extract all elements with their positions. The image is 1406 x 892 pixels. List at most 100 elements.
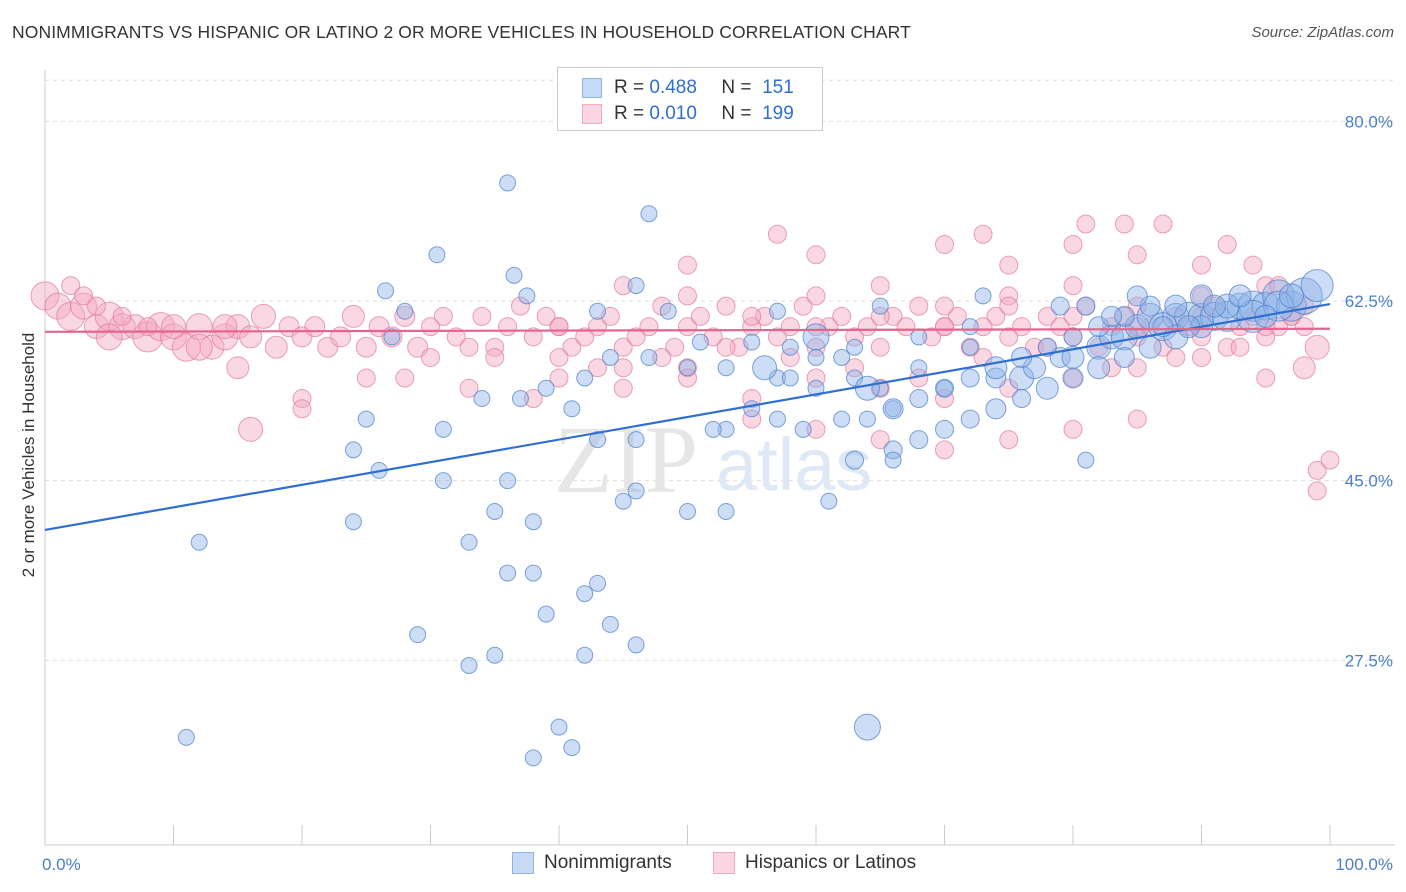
- hispanics-point: [212, 314, 238, 340]
- legend-label-hispanics: Hispanics or Latinos: [745, 852, 917, 873]
- legend-n-label: N =: [721, 103, 752, 124]
- hispanics-point: [678, 255, 697, 275]
- axes: [44, 70, 1395, 846]
- hispanics-point: [112, 306, 132, 326]
- legend-n-value: 199: [762, 103, 794, 124]
- nonimmigrants-point: [961, 318, 979, 336]
- hispanics-point: [161, 314, 186, 340]
- hispanics-point: [472, 306, 492, 326]
- nonimmigrants-point: [833, 410, 851, 428]
- hispanics-point: [523, 389, 543, 409]
- hispanics-point: [74, 286, 94, 306]
- hispanics-point: [1217, 235, 1237, 255]
- nonimmigrants-point: [717, 502, 735, 520]
- nonimmigrants-trend-line: [44, 302, 1331, 532]
- legend-r-value: 0.010: [649, 103, 697, 124]
- nonimmigrants-point: [383, 328, 401, 346]
- x-tick-label-end: 100.0%: [1335, 855, 1393, 874]
- hispanics-point: [562, 337, 582, 357]
- nonimmigrants-point: [505, 266, 523, 284]
- hispanics-point: [1063, 276, 1083, 296]
- hispanics-point: [1127, 245, 1147, 265]
- hispanics-point: [1127, 409, 1147, 429]
- hispanics-point: [225, 314, 251, 340]
- hispanics-point: [973, 317, 993, 337]
- nonimmigrants-point: [428, 246, 446, 264]
- nonimmigrants-point: [499, 174, 517, 192]
- hispanics-point: [1192, 255, 1211, 275]
- nonimmigrants-point: [589, 431, 607, 449]
- nonimmigrants-point: [985, 398, 1007, 420]
- hispanics-point: [742, 306, 762, 326]
- hispanics-point: [780, 347, 800, 367]
- hispanics-point: [433, 306, 453, 326]
- nonimmigrants-point: [984, 356, 1008, 380]
- hispanics-point: [1063, 235, 1083, 255]
- nonimmigrants-point: [858, 410, 876, 428]
- hispanics-point: [780, 317, 800, 337]
- nonimmigrants-point: [936, 379, 953, 397]
- nonimmigrants-point: [576, 369, 594, 387]
- hispanics-point: [613, 378, 633, 398]
- hispanics-point: [1012, 317, 1032, 337]
- nonimmigrants-point: [640, 348, 658, 366]
- nonimmigrants-point: [768, 410, 786, 428]
- hispanics-point: [1294, 317, 1314, 337]
- hispanics-point: [716, 337, 736, 357]
- nonimmigrants-point: [1236, 299, 1270, 333]
- hispanics-point: [510, 296, 530, 316]
- hispanics-point: [292, 389, 312, 409]
- hispanics-point: [870, 306, 890, 326]
- nonimmigrants-point: [768, 302, 786, 320]
- hispanics-point: [459, 337, 479, 357]
- nonimmigrants-point: [960, 409, 980, 429]
- legend-n-label: N =: [721, 77, 752, 98]
- correlation-legend: R = 0.488 N = 151 R = 0.010 N = 199: [557, 67, 823, 131]
- hispanics-point: [446, 327, 466, 347]
- nonimmigrants-point: [935, 378, 954, 398]
- nonimmigrants-point: [576, 585, 594, 603]
- nonimmigrants-point: [1063, 327, 1083, 347]
- hispanics-point: [678, 358, 697, 378]
- nonimmigrants-point: [1050, 296, 1070, 316]
- hispanics-point: [1307, 481, 1327, 501]
- hispanics-point: [1063, 368, 1083, 388]
- nonimmigrants-point: [691, 333, 709, 351]
- hispanics-point: [1192, 347, 1211, 367]
- nonimmigrants-point: [563, 739, 581, 757]
- hispanics-point: [1153, 214, 1173, 234]
- nonimmigrants-point: [1077, 451, 1095, 469]
- hispanics-point: [806, 286, 826, 306]
- hispanics-point: [1269, 276, 1289, 296]
- series-legend: Nonimmigrants Hispanics or Latinos: [0, 852, 1406, 878]
- trend-lines: [44, 302, 1331, 532]
- nonimmigrants-point: [627, 636, 645, 654]
- nonimmigrants-point: [871, 297, 889, 315]
- hispanics-point: [999, 327, 1019, 347]
- hispanics-point: [742, 389, 762, 409]
- y-tick-label: 45.0%: [1345, 472, 1393, 491]
- nonimmigrants-point: [486, 502, 504, 520]
- hispanics-point: [138, 317, 158, 337]
- nonimmigrants-point: [960, 368, 980, 388]
- hispanics-point: [613, 337, 633, 357]
- hispanics-point: [1307, 460, 1327, 480]
- hispanics-point: [1037, 306, 1057, 326]
- nonimmigrants-point: [961, 338, 979, 356]
- legend-r-label: R =: [614, 77, 645, 98]
- nonimmigrants-point: [550, 718, 568, 736]
- hispanics-point: [845, 358, 865, 378]
- hispanics-point: [613, 358, 633, 378]
- nonimmigrants-point: [627, 431, 645, 449]
- nonimmigrants-point: [524, 564, 542, 582]
- hispanics-point: [61, 276, 81, 296]
- legend-r-value: 0.488: [649, 77, 697, 98]
- hispanics-point: [292, 399, 312, 419]
- hispanics-point: [86, 296, 106, 316]
- legend-swatch-blue: [582, 78, 602, 98]
- nonimmigrants-point: [1237, 290, 1269, 322]
- nonimmigrants-point: [518, 287, 536, 305]
- hispanics-point: [1292, 356, 1316, 380]
- hispanics-point: [973, 224, 993, 244]
- hispanics-point: [498, 317, 518, 337]
